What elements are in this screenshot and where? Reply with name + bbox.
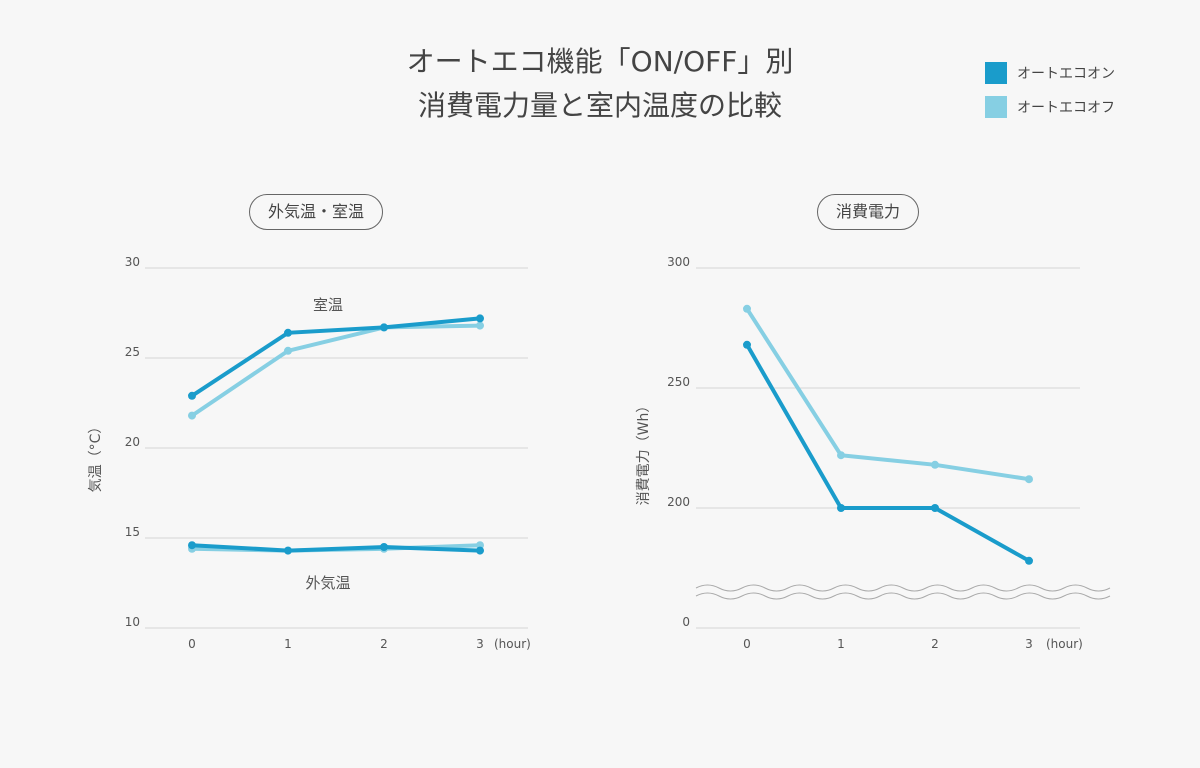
- x-tick-label: 1: [837, 637, 845, 651]
- data-point: [380, 543, 388, 551]
- series-line: [191, 543, 481, 553]
- data-point: [837, 504, 845, 512]
- legend: オートエコオン オートエコオフ: [985, 62, 1115, 130]
- data-point: [188, 541, 196, 550]
- data-point: [476, 314, 484, 323]
- data-point: [743, 340, 751, 349]
- data-point: [743, 304, 751, 313]
- y-tick-label: 0: [682, 615, 690, 629]
- series-line: [190, 316, 481, 398]
- left-chart-title: 外気温・室温: [249, 194, 384, 230]
- data-point: [188, 391, 196, 400]
- x-unit-label: (hour): [1046, 637, 1083, 651]
- y-axis-label: 消費電力（Wh）: [636, 399, 652, 506]
- data-point: [188, 411, 196, 420]
- annotation-room-temp: 室温: [313, 296, 343, 314]
- y-tick-label: 250: [667, 375, 690, 389]
- y-axis-label: 気温（°C）: [88, 420, 104, 493]
- title-line-2: 消費電力量と室内温度の比較: [417, 89, 782, 122]
- y-tick-label: 200: [667, 495, 690, 509]
- data-point: [1025, 556, 1033, 565]
- legend-item-on: オートエコオン: [985, 62, 1115, 84]
- data-point: [284, 328, 292, 337]
- legend-item-off: オートエコオフ: [985, 96, 1115, 118]
- title-line-1: オートエコ機能「ON/OFF」別: [406, 45, 794, 78]
- data-point: [1025, 475, 1033, 484]
- data-point: [931, 460, 939, 469]
- series-line: [745, 307, 1030, 482]
- data-point: [284, 546, 292, 555]
- annotation-outdoor-temp: 外気温: [305, 574, 350, 592]
- x-tick-label: 0: [743, 637, 751, 651]
- data-point: [476, 321, 484, 330]
- data-point: [284, 346, 292, 355]
- data-point: [837, 451, 845, 460]
- data-point: [380, 323, 388, 332]
- right-chart-title: 消費電力: [817, 194, 920, 230]
- x-unit-label: (hour): [494, 637, 531, 651]
- chart-title: オートエコ機能「ON/OFF」別 消費電力量と室内温度の比較: [0, 40, 1200, 128]
- y-tick-label: 300: [667, 255, 690, 269]
- y-tick-label: 25: [125, 345, 140, 359]
- x-tick-label: 0: [188, 637, 196, 651]
- y-tick-label: 20: [125, 435, 140, 449]
- y-tick-label: 10: [125, 615, 140, 629]
- x-tick-label: 3: [476, 637, 484, 651]
- data-point: [476, 546, 484, 555]
- axis-break-wave: [695, 592, 1111, 600]
- x-tick-label: 2: [380, 637, 388, 651]
- x-tick-label: 1: [284, 637, 292, 651]
- x-tick-label: 3: [1025, 637, 1033, 651]
- x-tick-label: 2: [931, 637, 939, 651]
- legend-label-on: オートエコオン: [1017, 66, 1115, 82]
- y-tick-label: 15: [125, 525, 140, 539]
- y-tick-label: 30: [125, 255, 140, 269]
- data-point: [931, 504, 939, 512]
- legend-swatch-on: [985, 62, 1007, 84]
- axis-break-wave: [695, 584, 1111, 592]
- legend-swatch-off: [985, 96, 1007, 118]
- series-line: [745, 343, 1030, 563]
- legend-label-off: オートエコオフ: [1017, 100, 1115, 116]
- series-line: [190, 323, 481, 418]
